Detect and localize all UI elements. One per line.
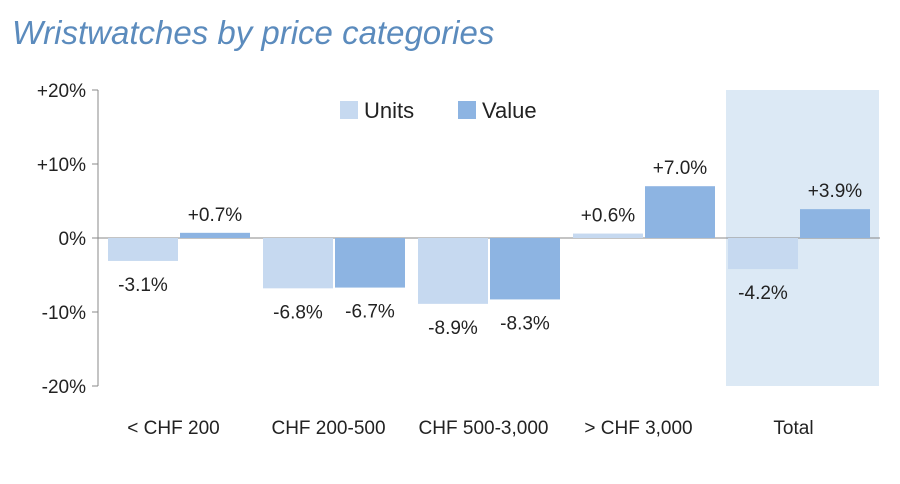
legend-swatch-units — [340, 101, 358, 119]
y-tick-label: 0% — [59, 229, 87, 250]
legend-label-value: Value — [482, 98, 537, 123]
legend-label-units: Units — [364, 98, 414, 123]
bar-units — [418, 238, 488, 304]
legend-swatch-value — [458, 101, 476, 119]
x-category-label: Total — [773, 418, 813, 439]
bar-value — [800, 209, 870, 238]
chart-title: Wristwatches by price categories — [12, 14, 495, 51]
bar-units — [263, 238, 333, 289]
data-label: -8.3% — [500, 313, 550, 334]
data-label: -6.7% — [345, 302, 395, 323]
data-label: -6.8% — [273, 302, 323, 323]
bar-value — [490, 238, 560, 300]
y-tick-label: -20% — [42, 377, 86, 398]
y-tick-label: +10% — [37, 155, 86, 176]
data-label: +3.9% — [808, 181, 863, 202]
y-tick-label: -10% — [42, 303, 86, 324]
x-category-label: CHF 200-500 — [271, 418, 385, 439]
data-label: -4.2% — [738, 283, 788, 304]
y-tick-label: +20% — [37, 81, 86, 102]
bar-units — [108, 238, 178, 261]
bar-value — [645, 186, 715, 238]
data-label: +7.0% — [653, 158, 708, 179]
data-label: -3.1% — [118, 275, 168, 296]
x-category-label: < CHF 200 — [127, 418, 219, 439]
x-category-label: > CHF 3,000 — [584, 418, 692, 439]
x-category-label: CHF 500-3,000 — [419, 418, 549, 439]
data-label: -8.9% — [428, 318, 478, 339]
bar-units — [573, 233, 643, 238]
data-label: +0.6% — [581, 206, 636, 227]
bar-value — [335, 238, 405, 288]
data-label: +0.7% — [188, 205, 243, 226]
bar-value — [180, 232, 250, 238]
bar-units — [728, 238, 798, 270]
